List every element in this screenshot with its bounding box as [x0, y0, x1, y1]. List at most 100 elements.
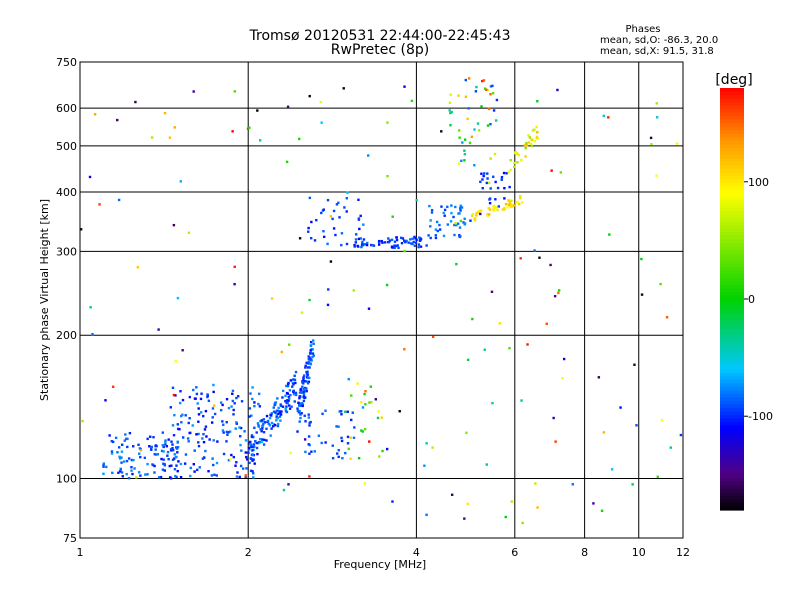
data-point — [481, 178, 484, 181]
data-point — [305, 361, 308, 365]
data-point — [240, 400, 244, 403]
data-point — [230, 405, 233, 408]
data-point — [239, 464, 243, 468]
data-point — [311, 348, 314, 351]
data-point — [364, 403, 367, 406]
data-point — [274, 411, 277, 414]
data-point — [351, 411, 354, 414]
data-point — [285, 384, 288, 388]
data-point — [202, 456, 206, 459]
info-line-x: mean, sd,X: 91.5, 31.8 — [600, 46, 714, 57]
data-point — [446, 223, 450, 226]
colorbar-segment — [720, 277, 744, 283]
colorbar-segment — [720, 506, 744, 511]
data-point — [430, 208, 434, 212]
data-point — [489, 187, 492, 190]
data-point — [435, 220, 439, 224]
colorbar-segment — [720, 232, 744, 237]
data-point — [257, 402, 260, 406]
colorbar-segment — [720, 211, 744, 216]
x-tick-label-1: 2 — [245, 546, 252, 559]
data-point — [257, 392, 261, 396]
data-point — [192, 90, 195, 93]
data-point — [116, 451, 119, 454]
data-point — [160, 449, 164, 453]
data-point — [235, 461, 238, 464]
colorbar-segment — [720, 182, 744, 188]
data-point — [368, 401, 371, 404]
data-point — [455, 262, 458, 266]
data-point — [235, 421, 238, 424]
data-point — [301, 385, 304, 388]
x-tick-label-3: 6 — [511, 546, 518, 559]
data-point — [335, 452, 339, 455]
data-point — [162, 450, 165, 453]
data-point — [206, 393, 209, 396]
data-point — [197, 432, 200, 436]
data-point — [347, 377, 350, 381]
data-point — [308, 298, 311, 302]
data-point — [187, 231, 191, 234]
colorbar-segment — [720, 457, 744, 462]
data-point — [251, 386, 254, 389]
data-point — [276, 424, 280, 428]
data-point — [161, 444, 164, 447]
data-point — [212, 463, 215, 467]
data-point — [137, 443, 140, 446]
data-point — [253, 445, 256, 449]
data-point — [521, 521, 524, 525]
data-point — [404, 240, 407, 244]
data-point — [192, 462, 196, 466]
data-point — [306, 373, 309, 376]
data-point — [152, 436, 155, 439]
data-point — [334, 233, 337, 237]
data-point — [557, 291, 560, 295]
data-point — [195, 433, 198, 436]
data-point — [284, 409, 288, 413]
data-point — [310, 359, 313, 362]
data-point — [234, 427, 237, 430]
data-point — [104, 399, 107, 402]
colorbar-segment — [720, 372, 744, 377]
data-point — [287, 343, 291, 346]
data-point — [554, 440, 557, 443]
colorbar-tick-label-1: 0 — [748, 293, 755, 306]
data-point — [331, 457, 335, 460]
data-point — [319, 100, 322, 104]
data-point — [163, 464, 166, 467]
colorbar-segment — [720, 481, 744, 486]
data-point — [291, 381, 295, 385]
data-point — [354, 238, 358, 241]
data-point — [344, 451, 347, 455]
data-point — [195, 392, 199, 396]
data-point — [313, 239, 317, 242]
data-point — [519, 197, 522, 200]
data-point — [286, 401, 289, 405]
data-point — [520, 399, 523, 402]
x-tick-label-4: 8 — [581, 546, 588, 559]
data-point — [312, 342, 315, 345]
data-point — [485, 181, 489, 185]
data-point — [309, 362, 312, 365]
plot-frame — [79, 61, 684, 539]
data-point — [163, 111, 167, 115]
data-point — [329, 260, 333, 263]
data-point — [361, 243, 365, 247]
data-point — [342, 87, 345, 90]
data-point — [359, 237, 363, 240]
data-point — [164, 443, 167, 446]
colorbar-segment — [720, 478, 744, 483]
data-point — [276, 397, 279, 400]
data-point — [187, 421, 190, 425]
data-point — [255, 446, 259, 450]
x-axis-label: Frequency [MHz] — [334, 558, 426, 571]
data-point — [473, 217, 477, 220]
colorbar-segment — [720, 320, 744, 325]
data-point — [306, 370, 309, 373]
data-point — [557, 289, 561, 292]
data-point — [188, 417, 191, 420]
data-point — [269, 434, 272, 437]
data-point — [610, 468, 614, 471]
data-point — [309, 344, 313, 347]
data-point — [463, 159, 466, 162]
